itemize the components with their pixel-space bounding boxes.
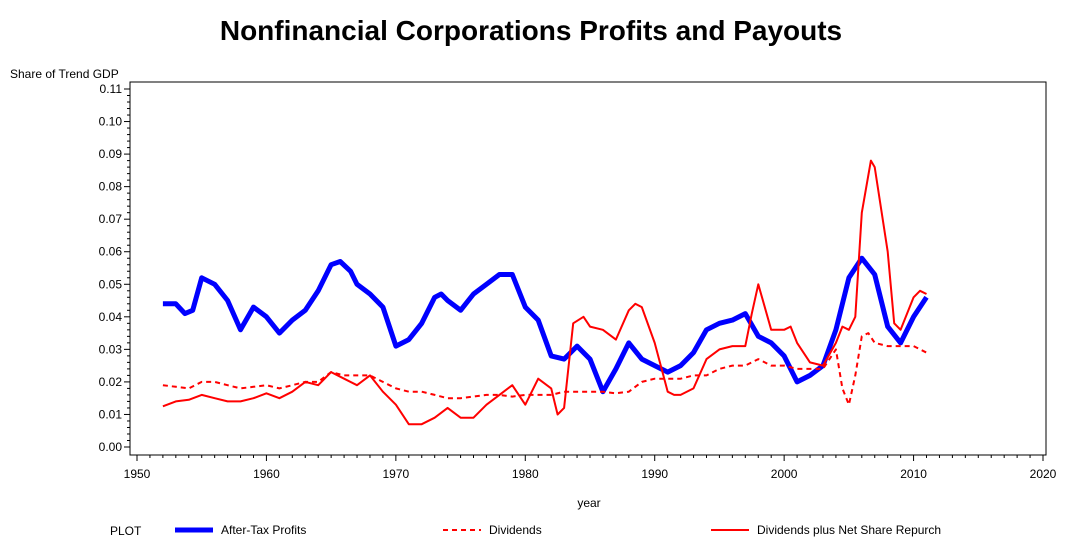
legend-title: PLOT [110, 524, 142, 538]
chart-title: Nonfinancial Corporations Profits and Pa… [220, 15, 842, 46]
y-tick-label: 0.10 [99, 115, 123, 129]
y-tick-label: 0.00 [99, 440, 123, 454]
y-tick-label: 0.04 [99, 310, 123, 324]
legend: PLOT After-Tax Profits Dividends Dividends… [110, 523, 941, 538]
y-tick-label: 0.06 [99, 245, 123, 259]
legend-label: After-Tax Profits [221, 523, 306, 537]
x-tick-label: 1960 [253, 467, 280, 481]
legend-label: Dividends plus Net Share Repurch [757, 523, 941, 537]
x-tick-label: 1980 [512, 467, 539, 481]
series-line-dividends [162, 332, 927, 406]
y-tick-label: 0.01 [99, 407, 123, 421]
x-tick-label: 1970 [383, 467, 410, 481]
series-line-dividends-plus-net-share-repurch [162, 159, 927, 426]
y-axis-label: Share of Trend GDP [10, 67, 119, 81]
y-tick-label: 0.07 [99, 212, 123, 226]
x-tick-label: 2020 [1030, 467, 1057, 481]
series-line-after-tax-profits [162, 255, 929, 395]
x-tick-label: 2010 [900, 467, 927, 481]
y-tick-label: 0.03 [99, 342, 123, 356]
y-tick-label: 0.09 [99, 147, 123, 161]
x-axis-label: year [577, 496, 600, 510]
y-tick-label: 0.05 [99, 277, 123, 291]
x-tick-label: 1950 [124, 467, 151, 481]
legend-label: Dividends [489, 523, 542, 537]
plot-frame [129, 81, 1047, 456]
x-tick-label: 1990 [641, 467, 668, 481]
x-tick-label: 2000 [771, 467, 798, 481]
y-tick-label: 0.11 [100, 82, 123, 96]
y-tick-label: 0.02 [99, 375, 123, 389]
y-tick-label: 0.08 [99, 180, 123, 194]
